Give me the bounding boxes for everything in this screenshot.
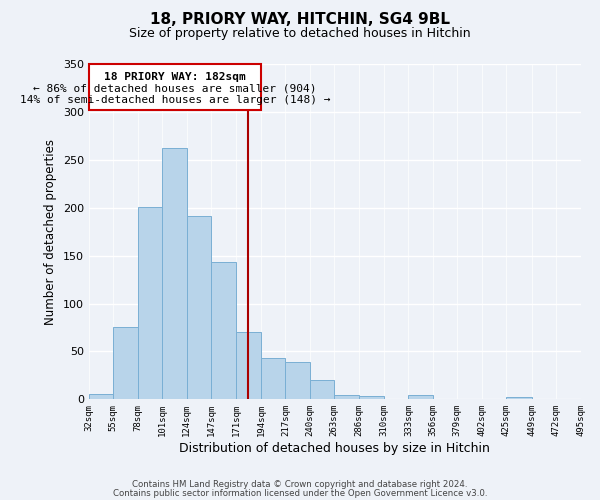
Bar	[138, 207, 162, 400]
Bar	[334, 394, 359, 400]
Text: ← 86% of detached houses are smaller (904): ← 86% of detached houses are smaller (90…	[33, 83, 317, 93]
Bar	[286, 362, 310, 400]
Bar	[261, 358, 286, 400]
Bar	[310, 380, 334, 400]
Bar	[89, 394, 113, 400]
Bar	[211, 262, 236, 400]
Bar	[113, 328, 138, 400]
Text: 18, PRIORY WAY, HITCHIN, SG4 9BL: 18, PRIORY WAY, HITCHIN, SG4 9BL	[150, 12, 450, 28]
Bar	[162, 148, 187, 400]
Bar	[409, 394, 433, 400]
Text: 18 PRIORY WAY: 182sqm: 18 PRIORY WAY: 182sqm	[104, 72, 246, 82]
Text: Size of property relative to detached houses in Hitchin: Size of property relative to detached ho…	[129, 28, 471, 40]
Y-axis label: Number of detached properties: Number of detached properties	[44, 138, 58, 324]
Bar	[506, 398, 532, 400]
FancyBboxPatch shape	[89, 64, 261, 110]
Bar	[236, 332, 261, 400]
Text: Contains HM Land Registry data © Crown copyright and database right 2024.: Contains HM Land Registry data © Crown c…	[132, 480, 468, 489]
Text: 14% of semi-detached houses are larger (148) →: 14% of semi-detached houses are larger (…	[20, 94, 330, 104]
Text: Contains public sector information licensed under the Open Government Licence v3: Contains public sector information licen…	[113, 488, 487, 498]
Bar	[187, 216, 211, 400]
X-axis label: Distribution of detached houses by size in Hitchin: Distribution of detached houses by size …	[179, 442, 490, 455]
Bar	[359, 396, 384, 400]
